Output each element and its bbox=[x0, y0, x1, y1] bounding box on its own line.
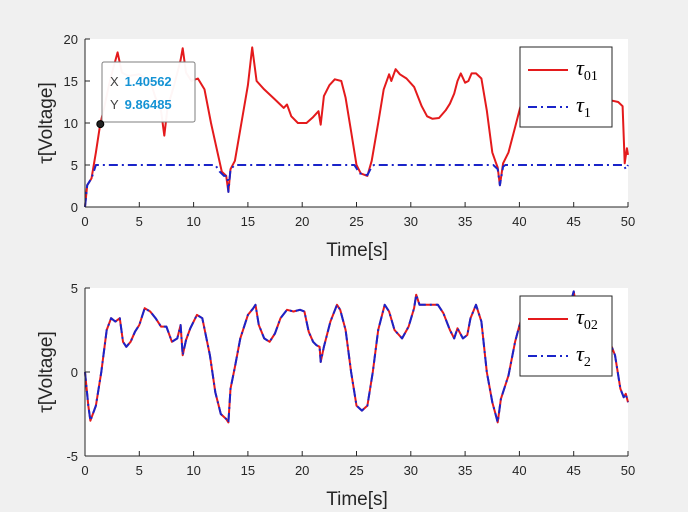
legend-subscript-tau02: 02 bbox=[584, 318, 598, 333]
legend-subscript-tau01: 01 bbox=[584, 69, 598, 84]
datatip-x-label: X bbox=[110, 74, 119, 89]
y-tick-label: -5 bbox=[66, 449, 78, 464]
datatip-y-row: Y 9.86485 bbox=[110, 97, 172, 112]
y-tick-label: 0 bbox=[71, 365, 78, 380]
x-tick-label: 20 bbox=[295, 214, 309, 229]
datatip-x-value: 1.40562 bbox=[125, 74, 172, 89]
legend-symbol-tau01: τ bbox=[576, 55, 585, 80]
axes-top[interactable]: 0 5 10 15 20 25 30 35 40 45 50 0 5 10 15 20 Time[s] τ[V… bbox=[36, 32, 635, 261]
legend-label-tau1: τ1 bbox=[576, 92, 591, 121]
legend-symbol-tau2: τ bbox=[576, 341, 585, 366]
x-tick-label: 15 bbox=[241, 463, 255, 478]
legend-bottom[interactable]: τ02 τ2 bbox=[519, 295, 613, 377]
axes-bottom[interactable]: 0 5 10 15 20 25 30 35 40 45 50-505 Time[s] τ[Volta… bbox=[36, 281, 635, 510]
x-tick-label: 30 bbox=[404, 214, 418, 229]
y-tick-label: 20 bbox=[64, 32, 78, 47]
x-tick-label: 25 bbox=[349, 214, 363, 229]
x-axis-label-top: Time[s] bbox=[326, 240, 388, 261]
x-tick-label: 35 bbox=[458, 214, 472, 229]
x-tick-label: 45 bbox=[566, 463, 580, 478]
x-tick-label: 45 bbox=[566, 214, 580, 229]
series-line-tau1[interactable] bbox=[84, 164, 629, 208]
datatip-box bbox=[101, 61, 196, 123]
x-tick-label: 0 bbox=[81, 214, 88, 229]
x-tick-label: 40 bbox=[512, 214, 526, 229]
datatip-x-row: X 1.40562 bbox=[110, 74, 172, 89]
x-tick-label: 10 bbox=[186, 214, 200, 229]
y-axis-label-bottom: τ[Voltage] bbox=[36, 331, 57, 412]
legend-box-top bbox=[519, 46, 613, 128]
x-tick-label: 10 bbox=[186, 463, 200, 478]
ticks-bottom: 0 5 10 15 20 25 30 35 40 45 50-505 bbox=[66, 281, 635, 478]
x-tick-label: 40 bbox=[512, 463, 526, 478]
x-tick-label: 15 bbox=[241, 214, 255, 229]
datatip-y-label: Y bbox=[110, 97, 119, 112]
y-tick-label: 5 bbox=[71, 281, 78, 296]
series-line-tau2[interactable] bbox=[84, 290, 629, 424]
datatip[interactable]: X 1.40562 Y 9.86485 bbox=[96, 61, 196, 129]
legend-label-tau01: τ01 bbox=[576, 55, 598, 84]
legend-symbol-tau1: τ bbox=[576, 92, 585, 117]
legend-subscript-tau1: 1 bbox=[584, 106, 591, 121]
y-tick-label: 15 bbox=[64, 74, 78, 89]
x-tick-label: 25 bbox=[349, 463, 363, 478]
x-axis-label-bottom: Time[s] bbox=[326, 489, 388, 510]
datatip-y-value: 9.86485 bbox=[125, 97, 172, 112]
legend-top[interactable]: τ01 τ1 bbox=[519, 46, 613, 128]
x-tick-label: 50 bbox=[621, 463, 635, 478]
legend-label-tau02: τ02 bbox=[576, 304, 598, 333]
y-tick-label: 10 bbox=[64, 116, 78, 131]
x-tick-label: 30 bbox=[404, 463, 418, 478]
y-tick-label: 0 bbox=[71, 200, 78, 215]
y-tick-label: 5 bbox=[71, 158, 78, 173]
x-tick-label: 50 bbox=[621, 214, 635, 229]
legend-symbol-tau02: τ bbox=[576, 304, 585, 329]
x-tick-label: 20 bbox=[295, 463, 309, 478]
legend-label-tau2: τ2 bbox=[576, 341, 591, 370]
datatip-marker[interactable] bbox=[96, 120, 105, 129]
ticks-top: 0 5 10 15 20 25 30 35 40 45 50 0 5 10 15 20 bbox=[64, 32, 636, 229]
x-tick-label: 5 bbox=[136, 463, 143, 478]
x-tick-label: 0 bbox=[81, 463, 88, 478]
x-tick-label: 5 bbox=[136, 214, 143, 229]
y-axis-label-top: τ[Voltage] bbox=[36, 82, 57, 163]
legend-subscript-tau2: 2 bbox=[584, 355, 591, 370]
x-tick-label: 35 bbox=[458, 463, 472, 478]
legend-box-bottom bbox=[519, 295, 613, 377]
